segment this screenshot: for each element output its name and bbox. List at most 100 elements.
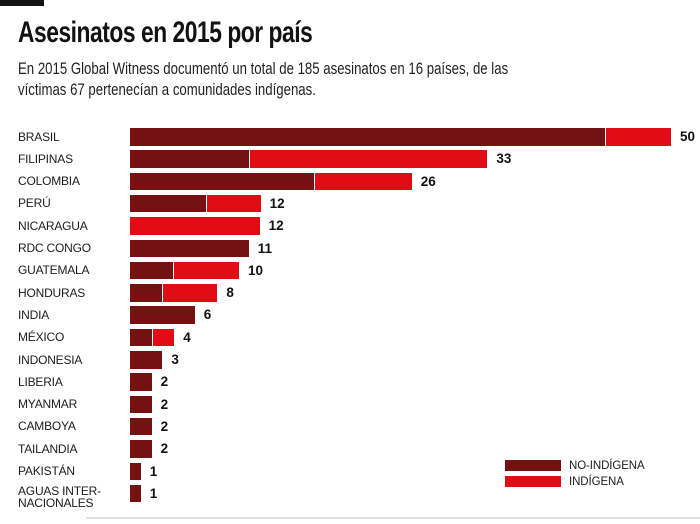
country-label: HONDURAS <box>18 285 86 300</box>
country-label: BRASIL <box>18 129 60 144</box>
legend-item-no-indigena: NO-INDÍGENA <box>505 459 645 472</box>
country-label: COLOMBIA <box>18 174 80 189</box>
country-label: MYANMAR <box>18 397 78 412</box>
legend-swatch-indigena <box>505 476 561 487</box>
value-label: 1 <box>149 463 158 479</box>
country-label: PAKISTÁN <box>18 464 75 478</box>
bar-segment-no-indigena <box>130 440 152 458</box>
chart-row: BRASIL 50 <box>0 128 700 150</box>
stacked-bar: 2 <box>130 440 168 458</box>
chart-row: MÉXICO 4 <box>0 328 700 351</box>
chart-row: INDONESIA 3 <box>0 351 700 373</box>
value-label: 10 <box>247 262 264 278</box>
bar-segment-indigena <box>163 284 218 302</box>
stacked-bar: 33 <box>130 150 511 168</box>
stacked-bar: 11 <box>130 239 273 257</box>
chart-row: AGUAS INTER- NACIONALES 1 <box>0 483 700 511</box>
bar-segment-no-indigena <box>130 373 152 391</box>
bar-segment-indigena <box>174 261 239 280</box>
bar-segment-no-indigena <box>130 462 141 480</box>
stacked-bar: 2 <box>130 417 169 436</box>
bar-segment-no-indigena <box>130 128 606 146</box>
chart-row: GUATEMALA 10 <box>0 261 700 284</box>
bar-segment-no-indigena <box>130 284 163 302</box>
axis-baseline <box>86 517 700 519</box>
value-label: 3 <box>171 352 179 367</box>
country-label: LIBERIA <box>18 374 63 389</box>
country-label: MÉXICO <box>18 330 65 345</box>
bar-segment-no-indigena <box>130 328 152 347</box>
value-label: 2 <box>160 418 169 434</box>
stacked-bar: 6 <box>130 306 211 324</box>
value-label: 11 <box>257 240 273 256</box>
value-label: 2 <box>160 396 169 412</box>
bar-segment-no-indigena <box>130 395 152 414</box>
stacked-bar: 12 <box>130 217 284 235</box>
bar-segment-no-indigena <box>130 351 163 369</box>
stacked-bar: 1 <box>130 462 158 480</box>
bar-segment-indigena <box>130 217 260 235</box>
value-label: 12 <box>269 195 285 211</box>
stacked-bar: 26 <box>130 172 436 191</box>
stacked-bar: 10 <box>130 261 264 280</box>
legend-swatch-no-indigena <box>505 460 561 471</box>
value-label: 26 <box>420 173 436 189</box>
country-label: PERÚ <box>18 196 51 211</box>
country-label: FILIPINAS <box>18 151 73 166</box>
chart-row: NICARAGUA 12 <box>0 217 700 239</box>
corner-mark <box>0 0 44 6</box>
legend-label: INDÍGENA <box>569 475 624 488</box>
value-label: 50 <box>679 129 696 144</box>
stacked-bar: 2 <box>130 373 168 391</box>
chart-row: HONDURAS 8 <box>0 284 700 306</box>
stacked-bar: 2 <box>130 395 169 414</box>
bar-segment-indigena <box>152 328 175 347</box>
bar-segment-no-indigena <box>130 194 206 213</box>
page-subtitle: En 2015 Global Witness documentó un tota… <box>18 59 508 101</box>
legend: NO-INDÍGENA INDÍGENA <box>505 460 645 492</box>
bar-segment-no-indigena <box>130 306 195 324</box>
chart-row: INDIA 6 <box>0 306 700 328</box>
bar-segment-no-indigena <box>130 172 314 191</box>
subtitle-line-1: En 2015 Global Witness documentó un tota… <box>18 60 509 78</box>
chart-row: RDC CONGO 11 <box>0 239 700 262</box>
chart-row: PAKISTÁN 1 <box>0 462 700 485</box>
bar-segment-indigena <box>606 128 671 146</box>
bar-segment-no-indigena <box>130 417 152 436</box>
country-label: TAILANDIA <box>18 441 78 456</box>
value-label: 6 <box>203 307 212 323</box>
country-label: AGUAS INTER- NACIONALES <box>18 483 101 511</box>
chart-row: MYANMAR 2 <box>0 395 700 418</box>
legend-label: NO-INDÍGENA <box>569 459 645 472</box>
country-label: INDONESIA <box>18 352 83 367</box>
country-label: INDIA <box>18 307 50 322</box>
stacked-bar: 1 <box>130 484 158 503</box>
bar-segment-indigena <box>314 172 412 191</box>
legend-item-indigena: INDÍGENA <box>505 475 645 488</box>
country-label: RDC CONGO <box>18 241 91 255</box>
value-label: 2 <box>160 374 169 390</box>
chart-row: CAMBOYA 2 <box>0 417 700 440</box>
value-label: 2 <box>160 441 169 457</box>
bar-segment-no-indigena <box>130 484 141 503</box>
chart-row: FILIPINAS 33 <box>0 150 700 172</box>
page-title: Asesinatos en 2015 por país <box>18 16 313 49</box>
bar-segment-indigena <box>249 150 488 168</box>
value-label: 8 <box>226 285 234 301</box>
stacked-bar: 12 <box>130 194 285 213</box>
stacked-bar: 8 <box>130 284 234 302</box>
value-label: 4 <box>183 329 191 345</box>
stacked-bar: 3 <box>130 351 179 369</box>
country-label: GUATEMALA <box>18 263 90 278</box>
stacked-bar: 50 <box>130 128 695 146</box>
bar-segment-no-indigena <box>130 261 174 280</box>
chart-row: LIBERIA 2 <box>0 373 700 395</box>
value-label: 12 <box>268 218 284 234</box>
country-label: CAMBOYA <box>18 419 76 434</box>
chart-row: PERÚ 12 <box>0 194 700 217</box>
chart-row: COLOMBIA 26 <box>0 172 700 195</box>
value-label: 1 <box>149 485 158 501</box>
chart-row: TAILANDIA 2 <box>0 440 700 462</box>
